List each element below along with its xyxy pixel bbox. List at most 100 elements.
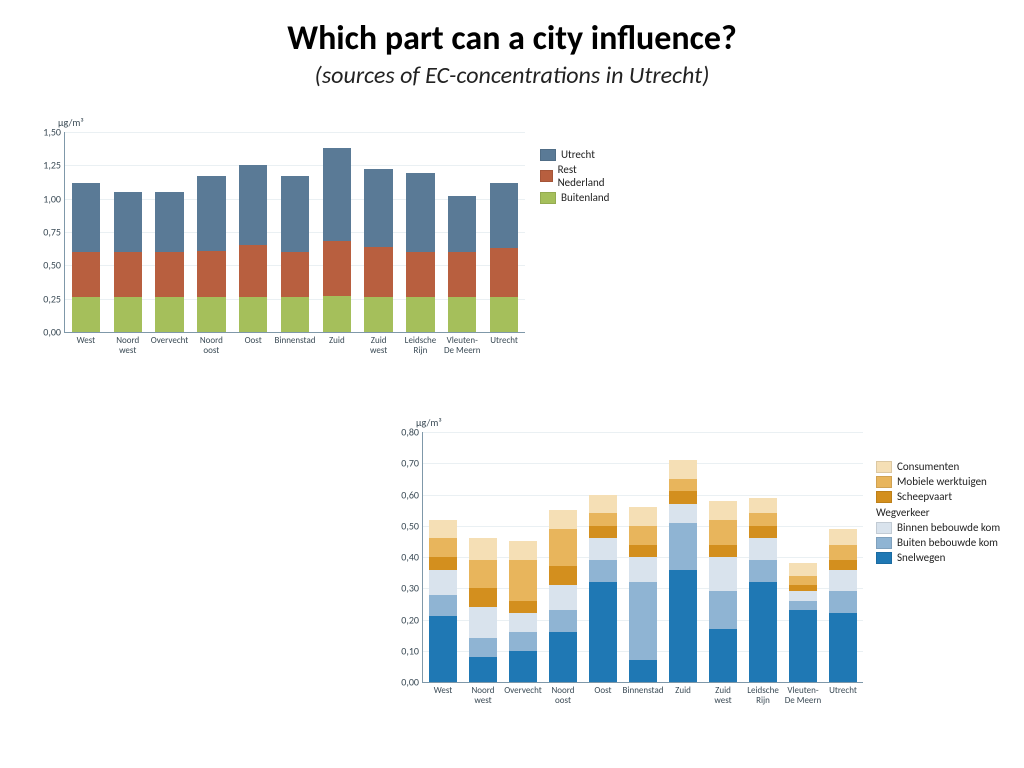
bar-segment [549,529,576,567]
chart2-plot: 0,000,100,200,300,400,500,600,700,80West… [422,432,863,683]
bar-segment [155,192,183,252]
bar-segment [429,570,456,595]
bar [829,432,856,682]
bar-segment [281,176,309,252]
bar-segment [429,520,456,539]
legend-swatch [540,170,553,182]
bar-segment [239,165,267,245]
bar-segment [709,629,736,682]
legend-label: Buiten bebouwde kom [897,536,998,549]
bar-segment [829,529,856,545]
bar-segment [589,582,616,682]
bar [490,132,518,332]
bar-segment [448,252,476,297]
bar-segment [549,566,576,585]
bar-segment [629,526,656,545]
bar-segment [469,638,496,657]
bar-segment [829,560,856,569]
bar-segment [490,248,518,297]
bar-segment [589,538,616,560]
bar [749,432,776,682]
chart-sources: µg/m³ 0,000,250,500,751,001,251,50WestNo… [20,120,580,380]
bar-segment [448,297,476,332]
bar-segment [829,591,856,613]
bar-segment [669,570,696,683]
bar-segment [448,196,476,252]
bar-segment [155,297,183,332]
bar-segment [509,651,536,682]
ytick-label: 0,80 [401,426,423,439]
legend-swatch [876,537,892,549]
bar-segment [406,173,434,252]
legend-swatch [540,149,556,161]
bar-segment [749,513,776,526]
bar-segment [197,176,225,251]
chart-wegverkeer: µg/m³ 0,000,100,200,300,400,500,600,700,… [378,420,1018,740]
bar-segment [429,557,456,570]
bar [239,132,267,332]
bar [429,432,456,682]
bar [448,132,476,332]
bar-segment [829,570,856,592]
bar-segment [669,479,696,492]
bar-segment [429,595,456,617]
bar-segment [709,591,736,629]
category-label: Oost [229,332,277,346]
legend-swatch [540,192,556,204]
bar-segment [197,251,225,298]
bar-segment [429,616,456,682]
bar-segment [281,252,309,297]
legend-item: Buiten bebouwde kom [876,536,1000,549]
ytick-label: 0,75 [43,226,65,239]
bar [549,432,576,682]
bar-segment [589,526,616,539]
legend-item: Snelwegen [876,551,1000,564]
category-label: Noordwest [104,332,152,356]
legend-label: Utrecht [561,148,595,161]
bar [709,432,736,682]
legend-header: Wegverkeer [876,506,1000,519]
legend-item: Utrecht [540,148,609,161]
bar-segment [789,610,816,682]
bar-segment [323,148,351,241]
bar-segment [629,582,656,660]
bar [469,432,496,682]
category-label: Binnenstad [271,332,319,346]
legend-swatch [876,476,892,488]
bar-segment [749,538,776,560]
category-label: Zuid [313,332,361,346]
bar-segment [549,585,576,610]
bar-segment [709,501,736,520]
bar-segment [469,588,496,607]
ytick-label: 0,30 [401,582,423,595]
legend-item: Rest Nederland [540,163,609,189]
bar-segment [549,610,576,632]
category-label: Zuidwest [355,332,403,356]
bar-segment [629,545,656,558]
bar-segment [669,460,696,479]
ytick-label: 0,50 [401,519,423,532]
bar-segment [589,560,616,582]
bar-segment [629,557,656,582]
category-label: Utrecht [480,332,528,346]
legend-label: Consumenten [897,460,959,473]
bar-segment [509,632,536,651]
chart1-legend: UtrechtRest NederlandBuitenland [540,148,609,206]
ytick-label: 0,25 [43,292,65,305]
legend-label: Snelwegen [897,551,945,564]
bar-segment [406,297,434,332]
bar [406,132,434,332]
bar-segment [749,498,776,514]
bar-segment [509,541,536,560]
bar-segment [429,538,456,557]
ytick-label: 0,50 [43,259,65,272]
bar-segment [629,660,656,682]
page-title: Which part can a city influence? [0,18,1024,59]
bar-segment [749,582,776,682]
legend-label: Binnen bebouwde kom [897,521,1000,534]
bar-segment [323,241,351,296]
legend-swatch [876,461,892,473]
bar-segment [490,183,518,248]
legend-swatch [876,522,892,534]
bar-segment [669,504,696,523]
